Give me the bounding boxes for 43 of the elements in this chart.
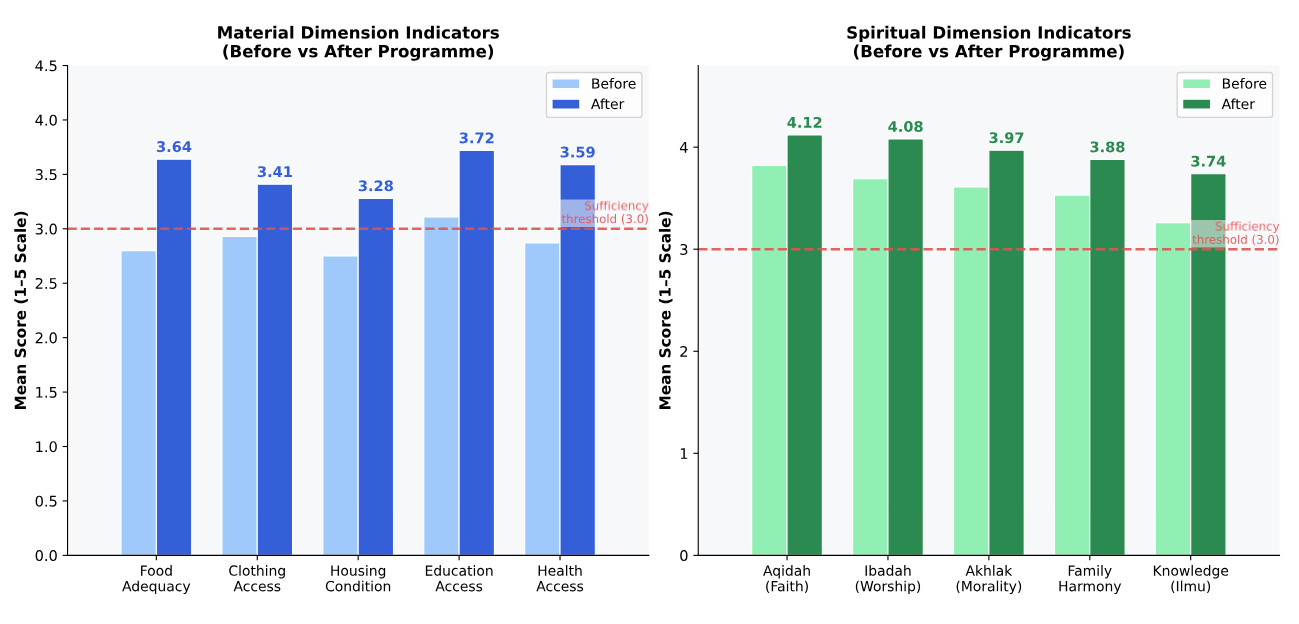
data-label: 3.64 xyxy=(157,141,192,153)
x-tick-label: Housing Condition xyxy=(325,565,391,592)
y-tick-label: 3.5 xyxy=(35,169,57,181)
x-tick-label: Akhlak (Morality) xyxy=(956,565,1022,595)
y-tick-label: 2.0 xyxy=(35,332,57,344)
data-label: 4.08 xyxy=(888,120,923,132)
y-tick-label: 1.0 xyxy=(36,441,57,453)
chart-title: Material Dimension Indicators (Before vs After Programme) xyxy=(218,25,499,61)
y-tick-label: 0.0 xyxy=(35,550,57,562)
y-tick-label: 0 xyxy=(680,550,688,562)
data-label: 3.88 xyxy=(1090,141,1125,153)
x-tick-label: Health Access xyxy=(536,565,584,592)
legend-label: After xyxy=(591,98,625,110)
data-label: 3.74 xyxy=(1191,155,1226,167)
data-label: 3.72 xyxy=(459,132,494,144)
legend-label: Before xyxy=(592,78,636,89)
y-tick-label: 2.5 xyxy=(35,277,57,289)
y-tick-label: 0.5 xyxy=(35,495,57,507)
legend-label: Before xyxy=(1222,78,1267,89)
data-label: 3.28 xyxy=(358,180,393,192)
legend-label: After xyxy=(1221,98,1255,110)
x-tick-label: Family Harmony xyxy=(1059,565,1122,595)
x-tick-label: Clothing Access xyxy=(229,565,285,592)
data-label: 3.41 xyxy=(257,166,292,178)
y-tick-label: 1.5 xyxy=(36,386,57,398)
x-tick-label: Food Adequacy xyxy=(122,565,191,595)
data-label: 3.97 xyxy=(989,132,1024,144)
y-tick-label: 3.0 xyxy=(35,223,57,235)
y-axis-title: Mean Score (1–5 Scale) xyxy=(658,211,673,410)
x-tick-label: Education Access xyxy=(425,565,493,592)
y-tick-label: 4.0 xyxy=(35,114,57,126)
y-tick-label: 3 xyxy=(680,243,688,255)
y-tick-label: 1 xyxy=(680,448,688,459)
chart-title: Spiritual Dimension Indicators (Before vs After Programme) xyxy=(847,25,1131,61)
y-axis-title: Mean Score (1–5 Scale) xyxy=(14,211,28,410)
x-tick-label: Aqidah (Faith) xyxy=(763,565,810,594)
x-tick-label: Ibadah (Worship) xyxy=(855,565,921,595)
data-label: 4.12 xyxy=(787,116,822,128)
x-tick-label: Knowledge (Ilmu) xyxy=(1153,565,1229,594)
y-tick-label: 4.5 xyxy=(35,60,57,72)
y-tick-label: 4 xyxy=(679,142,688,153)
y-tick-label: 2 xyxy=(680,345,688,357)
data-label: 3.59 xyxy=(560,146,595,158)
